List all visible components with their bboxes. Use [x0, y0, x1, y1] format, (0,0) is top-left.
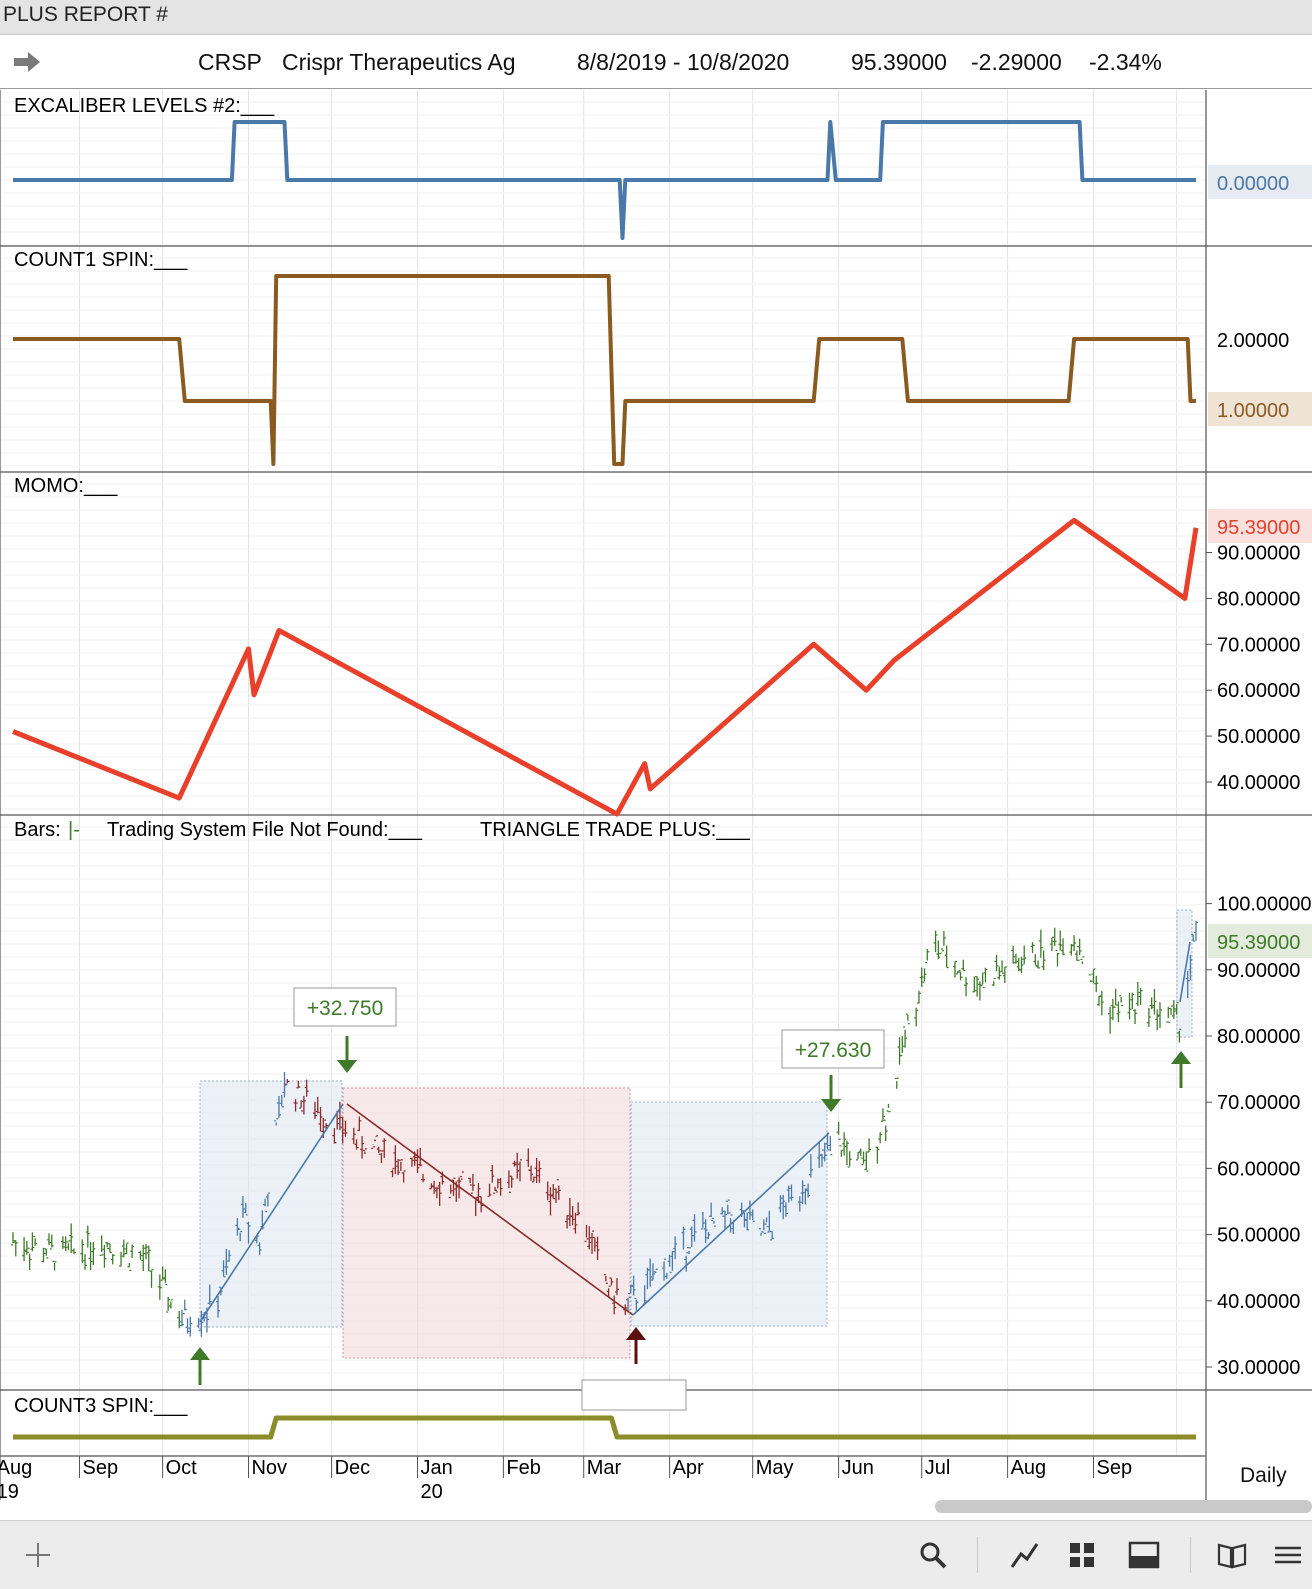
x-axis-month: Sep	[82, 1457, 118, 1479]
up-arrow-icon	[190, 1347, 210, 1385]
x-axis-month: Mar	[587, 1457, 622, 1479]
count1-value: 1.00000	[1217, 400, 1289, 422]
book-icon[interactable]	[1212, 1535, 1252, 1575]
quote-header: CRSP Crispr Therapeutics Ag 8/8/2019 - 1…	[0, 36, 1312, 89]
price-axis-tick: 70.00000	[1217, 1092, 1300, 1114]
up-arrow-icon	[1171, 1051, 1191, 1088]
momo-value-tag: 95.39000	[1208, 509, 1312, 543]
x-axis-month: Sep	[1096, 1457, 1132, 1479]
x-axis-month: Feb	[506, 1457, 540, 1479]
price-axis-tick: 40.00000	[1217, 1291, 1300, 1313]
price-change-pct: -2.34%	[1089, 49, 1162, 75]
panel-icon[interactable]	[1124, 1535, 1164, 1575]
momo-line	[12, 517, 1199, 817]
count3-label: COUNT3 SPIN:___	[14, 1395, 188, 1417]
count1-label: COUNT1 SPIN:___	[14, 249, 188, 271]
price-axis-tick: 100.00000	[1217, 894, 1312, 916]
momo-value: 95.39000	[1217, 517, 1300, 539]
excaliber-line	[13, 120, 1196, 240]
x-axis-month: Nov	[251, 1457, 287, 1479]
momo-axis-tick: 80.00000	[1217, 588, 1300, 610]
plus-icon[interactable]	[18, 1535, 58, 1575]
price-change: -2.29000	[971, 49, 1062, 75]
x-axis-month: Apr	[673, 1457, 704, 1479]
x-axis-month: Oct	[166, 1457, 198, 1479]
arrow-right-icon[interactable]	[12, 50, 42, 74]
momo-axis-tick: 70.00000	[1217, 634, 1300, 656]
tsf-label: Trading System File Not Found:___	[107, 819, 423, 841]
count1-tick-2: 2.00000	[1217, 330, 1289, 352]
x-axis-year: 20	[420, 1481, 442, 1500]
price-axis-tick: 50.00000	[1217, 1225, 1300, 1247]
momo-axis-tick: 40.00000	[1217, 772, 1300, 794]
horizontal-scrollbar[interactable]	[935, 1500, 1312, 1513]
trade-trendlines	[199, 941, 1191, 1323]
momo-axis-tick: 60.00000	[1217, 680, 1300, 702]
panel-dividers	[0, 90, 1312, 1500]
bars-label: Bars:	[14, 819, 61, 841]
excaliber-value: 0.00000	[1217, 173, 1289, 195]
period-label[interactable]: Daily	[1240, 1464, 1287, 1487]
ttp-label: TRIANGLE TRADE PLUS:___	[480, 819, 751, 841]
annotation-1: +32.750	[293, 987, 397, 1027]
bars-style-glyph: |-	[68, 819, 80, 841]
count1-line	[13, 274, 1196, 466]
annotation-3-partial	[581, 1379, 687, 1411]
x-axis-month: Jul	[925, 1457, 951, 1479]
date-range: 8/8/2019 - 10/8/2020	[577, 49, 790, 75]
down-arrow-icon	[821, 1075, 841, 1112]
price-value-tag: 95.39000	[1208, 924, 1312, 958]
price-axis-tick: 90.00000	[1217, 960, 1300, 982]
x-axis-month: May	[756, 1457, 794, 1479]
excaliber-value-tag: 0.00000	[1208, 165, 1312, 199]
company-name: Crispr Therapeutics Ag	[282, 49, 516, 75]
count1-value-tag: 1.00000	[1208, 392, 1312, 426]
momo-axis-tick: 50.00000	[1217, 726, 1300, 748]
x-axis-month: Jan	[420, 1457, 452, 1479]
last-price: 95.39000	[851, 49, 947, 75]
annotation-1-text: +32.750	[307, 997, 384, 1020]
down-arrow-icon	[337, 1036, 357, 1073]
x-axis-month: Jun	[842, 1457, 874, 1479]
momo-axis-tick: 90.00000	[1217, 543, 1300, 565]
window-title: PLUS REPORT #	[3, 3, 168, 26]
signal-arrows	[190, 1036, 1191, 1385]
price-axis-tick: 30.00000	[1217, 1357, 1300, 1379]
x-axis-month: Dec	[335, 1457, 371, 1479]
momo-label: MOMO:___	[14, 475, 118, 497]
grid-icon[interactable]	[1062, 1535, 1102, 1575]
count3-line	[13, 1415, 1196, 1440]
bottom-toolbar	[0, 1520, 1312, 1589]
price-value: 95.39000	[1217, 932, 1300, 954]
window-titlebar: PLUS REPORT #	[0, 0, 1312, 35]
price-axis-tick: 60.00000	[1217, 1158, 1300, 1180]
annotation-2: +27.630	[781, 1029, 885, 1069]
x-axis-year: 19	[0, 1481, 19, 1500]
up-arrow-icon	[626, 1327, 646, 1364]
chart-area[interactable]: EXCALIBER LEVELS #2:___ COUNT1 SPIN:___ …	[0, 88, 1312, 1500]
price-axis-tick: 80.00000	[1217, 1026, 1300, 1048]
annotation-2-text: +27.630	[795, 1039, 872, 1062]
trade-boxes	[199, 909, 1193, 1359]
menu-icon[interactable]	[1268, 1535, 1308, 1575]
x-axis-month: Aug	[1011, 1457, 1047, 1479]
x-axis-month: Aug	[0, 1457, 32, 1479]
symbol: CRSP	[198, 49, 262, 75]
line-chart-icon[interactable]	[1004, 1535, 1044, 1575]
search-icon[interactable]	[913, 1535, 953, 1575]
excaliber-label: EXCALIBER LEVELS #2:___	[14, 95, 275, 117]
